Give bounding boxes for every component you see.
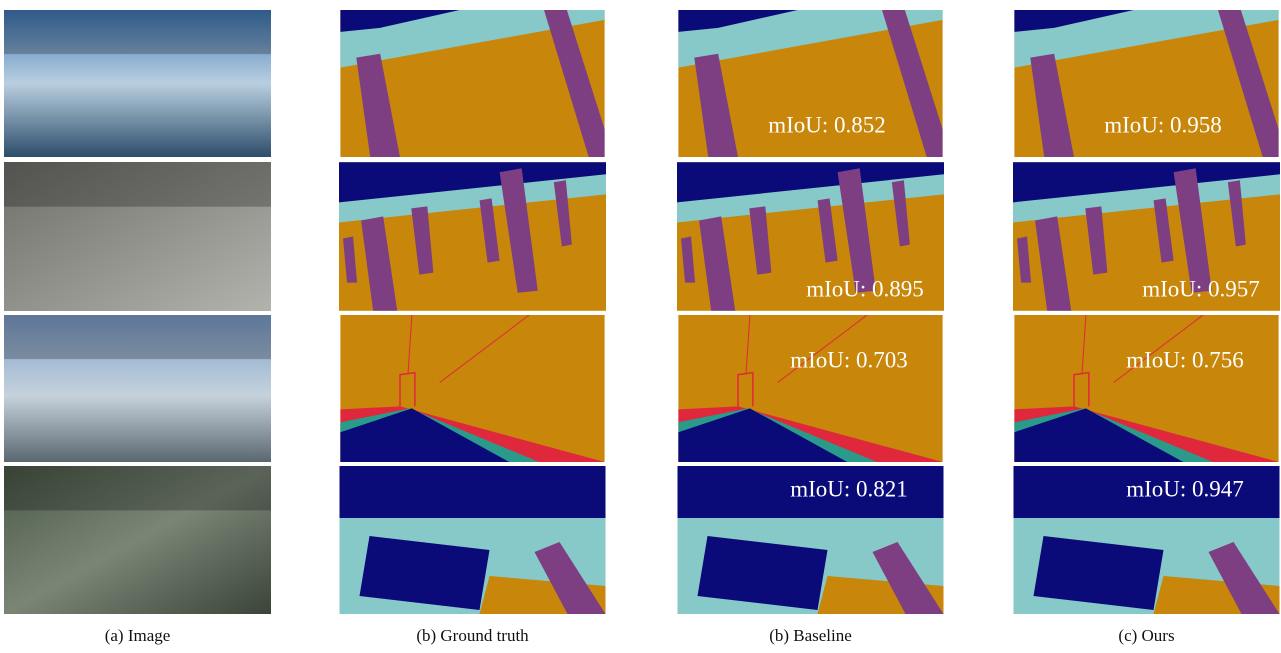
caption: (b) Baseline <box>769 626 852 645</box>
caption: (b) Ground truth <box>416 626 529 645</box>
photo-shade <box>4 162 271 207</box>
segmentation-map <box>340 315 604 462</box>
miou-score: mIoU: 0.895 <box>806 276 924 301</box>
segmentation-map <box>340 466 606 614</box>
page: (a) Image (b) Ground truth mIoU: 0.852 mIoU… <box>0 0 1281 653</box>
figure: (a) Image (b) Ground truth mIoU: 0.852 mIoU… <box>0 0 1281 653</box>
photo-shade <box>4 466 271 510</box>
miou-score: mIoU: 0.947 <box>1126 476 1244 501</box>
segmentation-map <box>340 10 604 157</box>
segmentation-map <box>339 162 606 311</box>
segmentation-map <box>1014 315 1278 462</box>
caption: (a) Image <box>105 626 171 645</box>
miou-score: mIoU: 0.957 <box>1142 276 1260 301</box>
miou-score: mIoU: 0.852 <box>768 112 886 137</box>
caption: (c) Ours <box>1118 626 1174 645</box>
photo-shade <box>4 10 271 54</box>
miou-score: mIoU: 0.821 <box>790 476 908 501</box>
miou-score: mIoU: 0.703 <box>790 347 908 372</box>
photo-shade <box>4 315 271 359</box>
segmentation-map <box>678 315 942 462</box>
miou-score: mIoU: 0.756 <box>1126 347 1244 372</box>
miou-score: mIoU: 0.958 <box>1104 112 1222 137</box>
